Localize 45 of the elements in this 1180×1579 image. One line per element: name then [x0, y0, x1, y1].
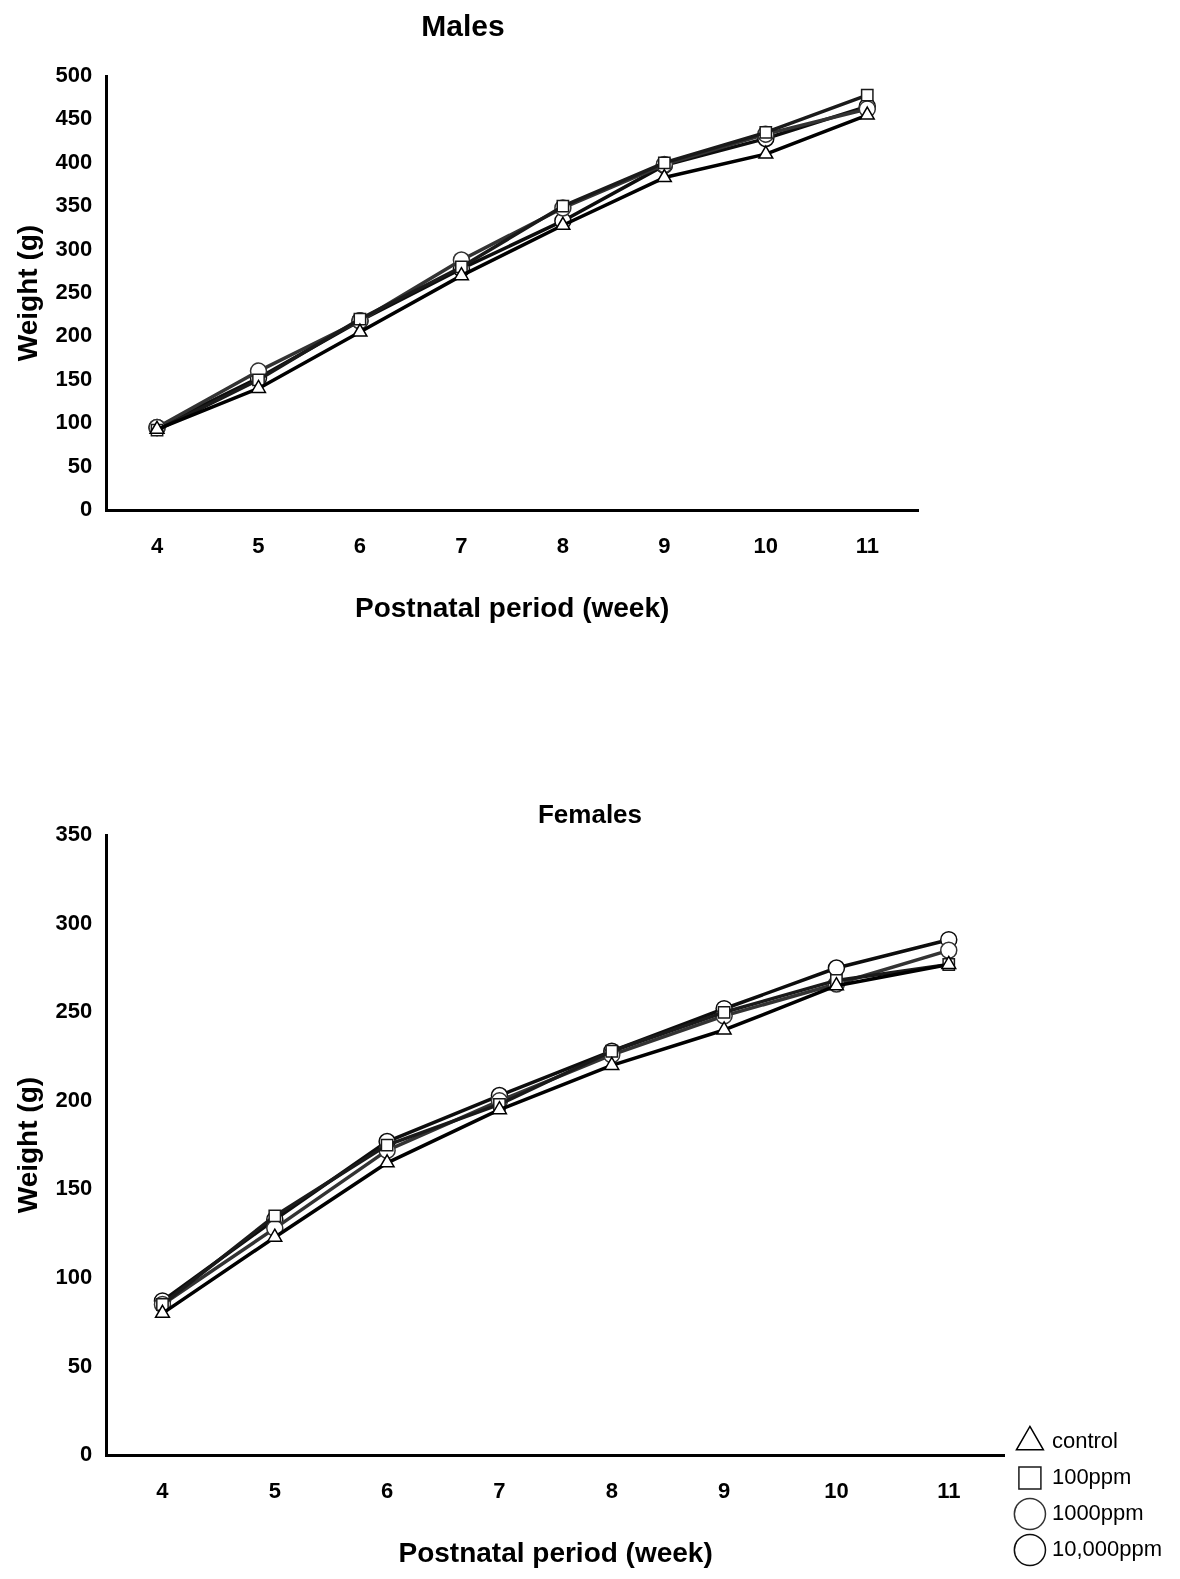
x-tick-label: 11	[937, 1478, 961, 1504]
y-tick-label: 200	[55, 322, 93, 348]
y-tick-label: 100	[55, 409, 93, 435]
y-tick-label: 150	[55, 1175, 93, 1201]
y-tick-label: 100	[55, 1263, 93, 1289]
chart-title: Females	[537, 798, 643, 829]
y-tick-label: 50	[67, 452, 93, 478]
legend-label: control	[1051, 1428, 1118, 1454]
x-tick-label: 8	[605, 1478, 618, 1504]
x-tick-label: 4	[156, 1478, 170, 1504]
y-tick-label: 150	[55, 365, 93, 391]
x-tick-label: 10	[753, 533, 779, 559]
y-tick-label: 400	[55, 148, 93, 174]
y-tick-label: 200	[55, 1086, 93, 1112]
y-tick-label: 300	[55, 235, 93, 261]
x-tick-label: 11	[855, 533, 879, 559]
y-tick-label: 350	[55, 192, 93, 218]
x-tick-label: 9	[658, 533, 671, 559]
chart-title: Males	[421, 9, 505, 43]
y-tick-label: 0	[80, 1441, 93, 1467]
y-tick-label: 350	[55, 821, 93, 847]
y-tick-label: 250	[55, 998, 93, 1024]
x-tick-label: 10	[824, 1478, 849, 1504]
x-axis-title: Postnatal period (week)	[398, 1536, 713, 1568]
x-axis-title: Postnatal period (week)	[355, 591, 670, 623]
y-axis-title: Weight (g)	[11, 224, 43, 362]
x-tick-label: 8	[556, 533, 570, 559]
y-axis-title: Weight (g)	[11, 1076, 43, 1214]
x-tick-label: 5	[268, 1478, 281, 1504]
x-tick-label: 6	[381, 1478, 394, 1504]
legend-label: 100ppm	[1051, 1464, 1132, 1490]
legend-label: 10,000ppm	[1051, 1536, 1163, 1562]
x-tick-label: 5	[252, 533, 265, 559]
x-tick-label: 9	[717, 1478, 731, 1504]
y-tick-label: 250	[55, 279, 93, 305]
y-tick-label: 500	[55, 62, 93, 88]
y-tick-label: 300	[55, 909, 93, 935]
legend-label: 1000ppm	[1051, 1500, 1144, 1526]
x-tick-label: 4	[150, 533, 164, 559]
y-tick-label: 450	[55, 105, 93, 131]
y-tick-label: 0	[80, 496, 93, 522]
y-tick-label: 50	[67, 1352, 93, 1378]
x-tick-label: 7	[493, 1478, 506, 1504]
x-tick-label: 7	[455, 533, 468, 559]
x-tick-label: 6	[353, 533, 367, 559]
